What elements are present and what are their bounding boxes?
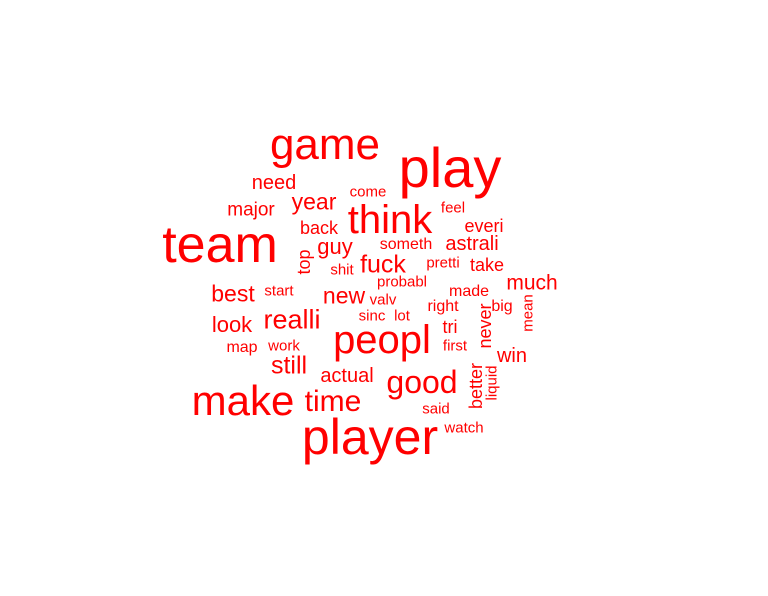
word-play: play [398, 136, 502, 199]
word-best: best [211, 280, 255, 307]
word-time: time [304, 385, 362, 418]
word-major: major [227, 199, 275, 221]
word-everi: everi [464, 216, 504, 236]
word-make: make [191, 377, 295, 424]
word-right: right [427, 298, 459, 315]
word-map: map [226, 339, 258, 356]
word-game: game [269, 120, 381, 169]
word-win: win [496, 345, 528, 367]
word-much: much [506, 271, 558, 295]
word-probabl: probabl [376, 273, 428, 291]
word-come: come [349, 183, 387, 201]
word-watch: watch [444, 419, 484, 437]
word-someth: someth [379, 236, 433, 253]
word-better: better [466, 362, 486, 410]
word-lot: lot [394, 307, 410, 325]
word-top: top [294, 249, 314, 275]
word-new: new [322, 282, 366, 309]
word-think: think [347, 198, 433, 242]
word-player: player [301, 409, 439, 465]
word-year: year [291, 188, 337, 215]
word-said: said [422, 400, 450, 418]
word-made: made [448, 283, 490, 300]
word-peopl: peopl [333, 318, 431, 362]
word-tri: tri [442, 317, 458, 337]
word-big: big [491, 298, 513, 315]
word-good: good [386, 364, 458, 400]
word-take: take [469, 255, 505, 275]
word-liquid: liquid [483, 365, 501, 401]
word-back: back [299, 218, 339, 238]
word-fuck: fuck [360, 250, 406, 279]
word-actual: actual [320, 365, 374, 387]
word-start: start [264, 282, 294, 300]
word-astrali: astrali [445, 233, 499, 255]
word-look: look [211, 312, 253, 337]
word-team: team [162, 216, 278, 274]
word-sinc: sinc [358, 307, 386, 325]
word-guy: guy [317, 234, 353, 259]
word-need: need [251, 172, 297, 194]
word-feel: feel [440, 199, 466, 217]
word-pretti: pretti [426, 254, 460, 272]
word-valv: valv [369, 291, 397, 309]
word-shit: shit [330, 261, 354, 279]
word-still: still [270, 351, 308, 380]
word-realli: realli [263, 304, 321, 335]
word-work: work [268, 337, 300, 355]
word-mean: mean [519, 294, 537, 332]
word-first: first [442, 337, 468, 355]
